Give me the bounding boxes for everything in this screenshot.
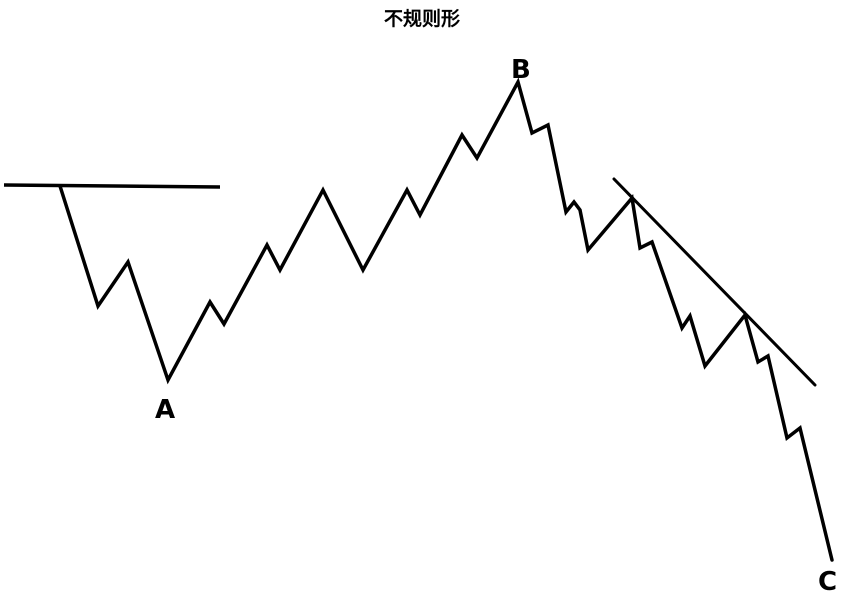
descending-trend-line bbox=[612, 177, 817, 387]
price-zigzag-path bbox=[58, 77, 834, 562]
point-c-label: C bbox=[818, 567, 837, 594]
horizontal-resistance-line bbox=[3, 183, 221, 189]
diagram-title: 不规则形 bbox=[383, 8, 460, 30]
point-b-label: B bbox=[511, 55, 531, 85]
point-a-label: A bbox=[155, 395, 175, 425]
